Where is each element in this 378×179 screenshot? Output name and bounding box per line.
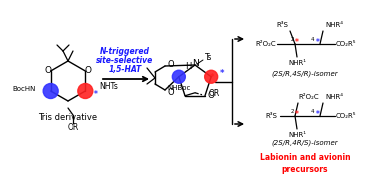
Text: *: * — [295, 110, 299, 118]
Text: CO₂R⁵: CO₂R⁵ — [336, 41, 356, 47]
Text: BocHN: BocHN — [12, 86, 36, 92]
Text: Labionin and avionin: Labionin and avionin — [260, 154, 350, 163]
Text: site-selective: site-selective — [96, 55, 153, 64]
Text: R³S: R³S — [265, 113, 277, 119]
Text: *: * — [295, 37, 299, 47]
Text: *: * — [94, 90, 98, 98]
Text: Ts: Ts — [205, 52, 212, 62]
Text: precursors: precursors — [282, 165, 328, 173]
Text: CO₂R⁵: CO₂R⁵ — [336, 113, 356, 119]
Text: H: H — [185, 62, 191, 71]
Text: (2S/R,4R/S)-isomer: (2S/R,4R/S)-isomer — [272, 140, 338, 146]
Text: O: O — [84, 66, 91, 74]
Text: *: * — [316, 110, 320, 118]
Text: O: O — [167, 59, 174, 69]
Circle shape — [172, 70, 185, 83]
Text: R²O₂C: R²O₂C — [256, 41, 276, 47]
Text: *: * — [316, 37, 320, 47]
Text: 2: 2 — [290, 108, 294, 113]
Text: NHR⁴: NHR⁴ — [325, 22, 343, 28]
Text: O: O — [208, 91, 215, 100]
Text: OR: OR — [67, 124, 79, 132]
Text: NHBoc: NHBoc — [167, 85, 191, 91]
Text: NHR⁴: NHR⁴ — [325, 94, 343, 100]
Text: R²O₂C: R²O₂C — [298, 94, 319, 100]
Text: NHTs: NHTs — [99, 81, 118, 91]
Text: N: N — [192, 59, 198, 67]
Text: 4: 4 — [310, 37, 314, 42]
Text: 1,5-HAT: 1,5-HAT — [108, 64, 142, 74]
Text: OR: OR — [209, 89, 220, 98]
Text: O: O — [167, 88, 174, 96]
Text: 2: 2 — [290, 37, 294, 42]
Text: 4: 4 — [310, 108, 314, 113]
Text: NHR¹: NHR¹ — [288, 60, 306, 66]
Text: *: * — [220, 69, 225, 78]
Text: N-triggered: N-triggered — [100, 47, 150, 55]
Text: (2S/R,4S/R)-isomer: (2S/R,4S/R)-isomer — [272, 71, 338, 77]
Circle shape — [204, 70, 218, 83]
Text: *: * — [210, 73, 214, 82]
Text: R³S: R³S — [276, 22, 288, 28]
Text: O: O — [45, 66, 52, 74]
Text: Tris derivative: Tris derivative — [39, 113, 98, 122]
Text: NHR¹: NHR¹ — [288, 132, 306, 138]
Circle shape — [78, 83, 93, 98]
Circle shape — [43, 83, 58, 98]
